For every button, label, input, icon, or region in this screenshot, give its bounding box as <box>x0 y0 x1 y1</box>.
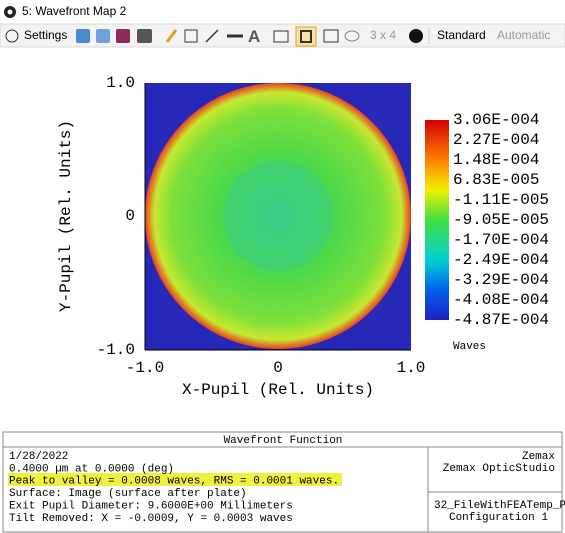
highlight <box>8 473 342 486</box>
settings-button[interactable]: Settings <box>24 28 67 42</box>
save-button[interactable] <box>116 29 130 43</box>
y-tick-label: 0 <box>125 207 135 225</box>
info-right-line: Zemax <box>522 451 555 463</box>
info-header: Wavefront Function <box>224 435 343 447</box>
info-left-line: 1/28/2022 <box>9 451 68 463</box>
colorbar-label: -1.70E-004 <box>453 231 549 249</box>
info-right-line: Configuration 1 <box>449 512 548 524</box>
stack-button[interactable] <box>344 30 360 42</box>
info-left-line: Peak to valley = 0.0008 waves, RMS = 0.0… <box>9 476 339 488</box>
layout-dropdown[interactable]: 3 x 4 <box>370 28 396 42</box>
colorbar-unit: Waves <box>453 341 486 353</box>
colorbar-label: -2.49E-004 <box>453 251 549 269</box>
layout-button[interactable] <box>295 26 317 47</box>
colorbar-label: -9.05E-005 <box>453 211 549 229</box>
x-tick-label: 0 <box>273 359 283 377</box>
rect-tool[interactable] <box>184 29 198 43</box>
y-tick-label: -1.0 <box>97 341 135 359</box>
info-right-line: Zemax OpticStudio <box>443 463 555 475</box>
colorbar-label: -3.29E-004 <box>453 271 549 289</box>
scale-dropdown[interactable]: Automatic <box>497 28 550 42</box>
colorbar-label: 3.06E-004 <box>453 111 539 129</box>
wavefront-map <box>145 83 411 349</box>
colorbar-label: -4.08E-004 <box>453 291 549 309</box>
x-tick-label: 1.0 <box>397 359 426 377</box>
layout-icon <box>300 30 312 43</box>
arrow-tool[interactable] <box>205 29 219 43</box>
text-tool[interactable]: A <box>248 27 260 46</box>
info-left-line: Surface: Image (surface after plate) <box>9 488 247 500</box>
copy-button[interactable] <box>96 29 110 43</box>
colorbar-label: 2.27E-004 <box>453 131 539 149</box>
info-left-line: 0.4000 µm at 0.0000 (deg) <box>9 463 174 475</box>
info-left-line: Tilt Removed: X = -0.0009, Y = 0.0003 wa… <box>9 513 293 525</box>
style-dropdown[interactable]: Standard <box>437 28 486 42</box>
app-icon-dot <box>7 9 13 15</box>
colorbar-label: 1.48E-004 <box>453 151 539 169</box>
colorbar-label: -1.11E-005 <box>453 191 549 209</box>
colorbar-label: -4.87E-004 <box>453 311 549 329</box>
title-bar <box>0 0 565 24</box>
info-left-line: Exit Pupil Diameter: 9.6000E+00 Millimet… <box>9 501 293 513</box>
pen-tool[interactable] <box>165 29 178 43</box>
settings-toggle[interactable] <box>5 29 19 43</box>
wavefront-center <box>223 161 333 271</box>
colorbar <box>425 120 449 320</box>
info-right-line: 32_FileWithFEATemp_Pl <box>434 500 565 512</box>
refresh-button[interactable] <box>76 29 90 43</box>
y-tick-label: 1.0 <box>106 74 135 92</box>
colorbar-label: 6.83E-005 <box>453 171 539 189</box>
colorbar-labels: 3.06E-004 2.27E-004 1.48E-004 6.83E-005 -1.1… <box>453 111 549 329</box>
rotate-button[interactable] <box>409 29 423 43</box>
lock-button[interactable] <box>273 30 289 43</box>
print-button[interactable] <box>137 29 152 43</box>
grid-button[interactable] <box>323 29 339 43</box>
window-title: 5: Wavefront Map 2 <box>22 4 127 18</box>
y-axis-label: Y-Pupil (Rel. Units) <box>57 120 75 312</box>
x-axis-label: X-Pupil (Rel. Units) <box>182 381 374 399</box>
x-tick-label: -1.0 <box>126 359 164 377</box>
